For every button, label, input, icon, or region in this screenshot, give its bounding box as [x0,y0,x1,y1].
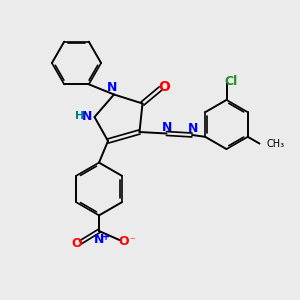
Text: H: H [76,111,85,122]
Text: O: O [118,235,129,248]
Text: CH₃: CH₃ [267,139,285,148]
Text: Cl: Cl [224,75,238,88]
Text: O: O [158,80,170,94]
Text: ⁻: ⁻ [129,236,135,246]
Text: N: N [82,110,92,123]
Text: +: + [101,232,110,242]
Text: N: N [162,121,172,134]
Text: N: N [107,81,118,94]
Text: O: O [71,237,82,250]
Text: N: N [94,233,104,246]
Text: N: N [188,122,198,136]
